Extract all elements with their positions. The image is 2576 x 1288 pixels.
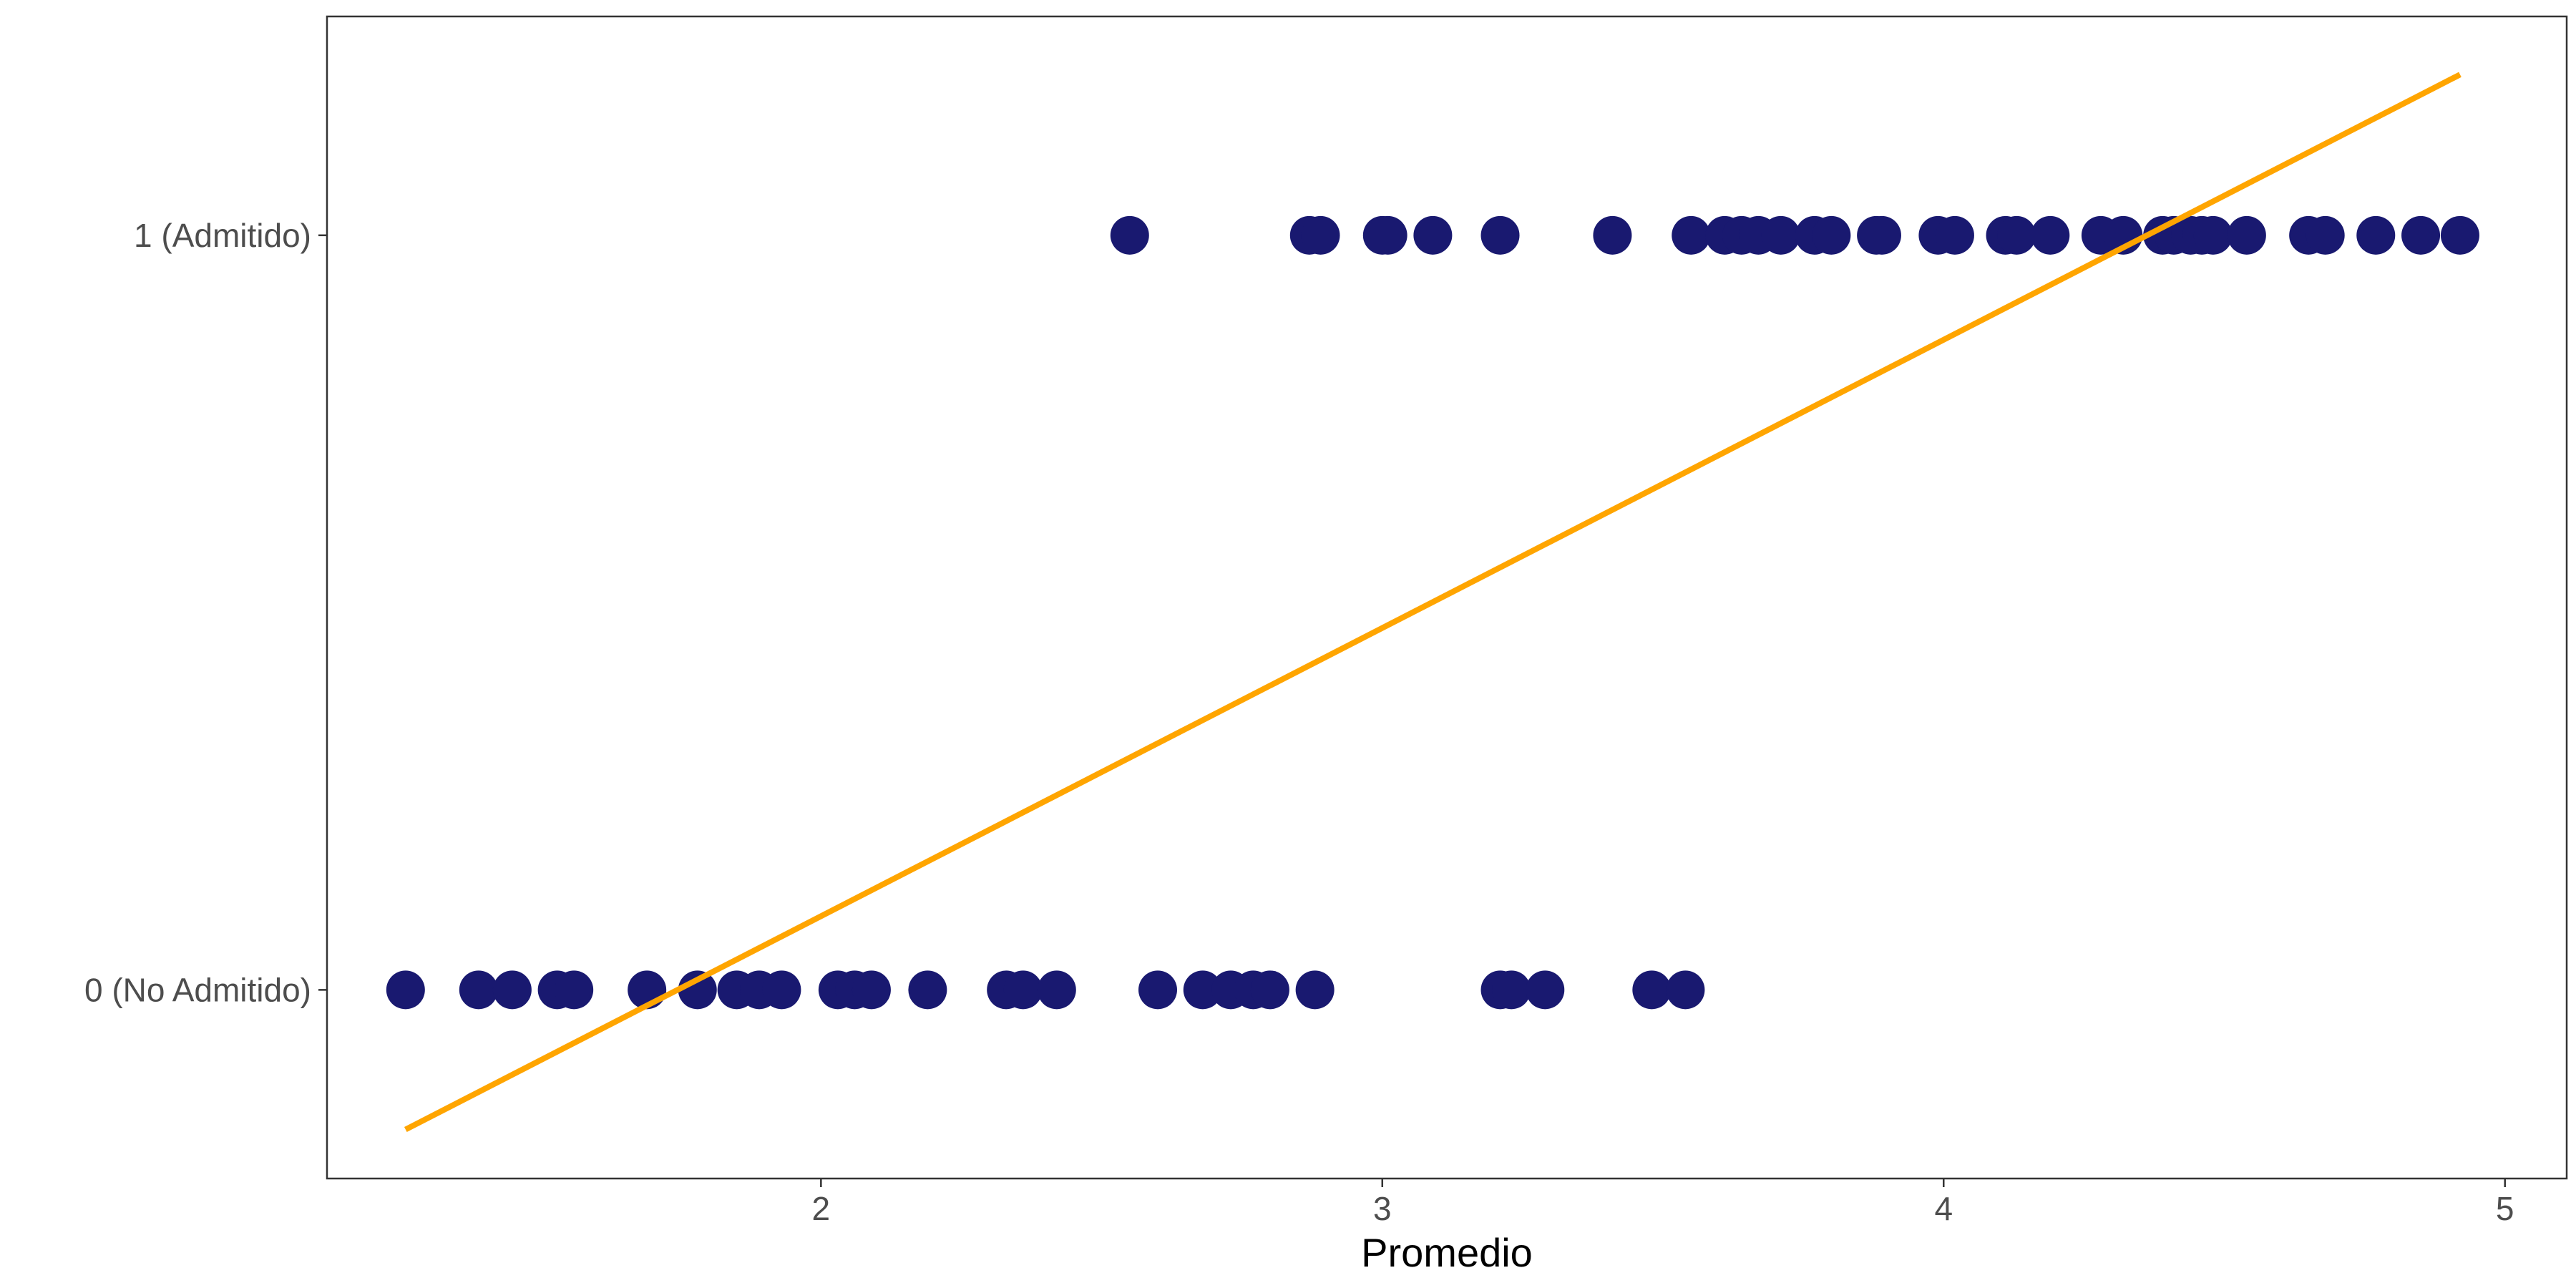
data-point — [2031, 215, 2070, 255]
data-point — [2193, 215, 2233, 255]
data-point — [1183, 970, 1222, 1010]
data-point — [2306, 215, 2345, 255]
data-point — [1301, 215, 1340, 255]
data-point — [2440, 215, 2479, 255]
data-point — [1812, 215, 1851, 255]
data-point — [1413, 215, 1453, 255]
data-point — [1672, 215, 1711, 255]
y-tick-label: 1 (Admitido) — [134, 217, 311, 254]
data-point — [2227, 215, 2266, 255]
data-point — [852, 970, 891, 1010]
data-point — [678, 970, 717, 1010]
x-axis-title: Promedio — [1361, 1230, 1533, 1275]
x-axis: 2 3 4 5 — [812, 1179, 2514, 1227]
data-point — [1632, 970, 1672, 1010]
data-point — [1110, 215, 1149, 255]
data-point — [1666, 970, 1705, 1010]
data-point — [555, 970, 594, 1010]
data-point — [492, 970, 532, 1010]
data-point — [1368, 215, 1407, 255]
data-point — [1761, 215, 1800, 255]
data-point — [1003, 970, 1043, 1010]
data-point — [1997, 215, 2036, 255]
data-point — [1935, 215, 1974, 255]
y-tick-label: 0 (No Admitido) — [84, 971, 311, 1008]
data-point — [1526, 970, 1565, 1010]
x-tick-label: 3 — [1373, 1190, 1392, 1227]
x-tick-label: 5 — [2496, 1190, 2514, 1227]
x-tick-label: 4 — [1934, 1190, 1953, 1227]
data-point — [1480, 215, 1520, 255]
data-point — [762, 970, 801, 1010]
data-points — [386, 215, 2479, 1010]
data-point — [1492, 970, 1531, 1010]
data-point — [908, 970, 947, 1010]
data-point — [459, 970, 498, 1010]
data-point — [1037, 970, 1076, 1010]
x-tick-label: 2 — [812, 1190, 831, 1227]
y-axis: 0 (No Admitido) 1 (Admitido) — [84, 217, 327, 1008]
data-point — [2401, 215, 2441, 255]
data-point — [1295, 970, 1335, 1010]
data-point — [1593, 215, 1632, 255]
data-point — [1250, 970, 1289, 1010]
data-point — [2356, 215, 2396, 255]
data-point — [1862, 215, 1901, 255]
data-point — [1138, 970, 1178, 1010]
regression-line — [404, 72, 2462, 1133]
regression-line-layer — [404, 72, 2462, 1133]
data-point — [386, 970, 425, 1010]
